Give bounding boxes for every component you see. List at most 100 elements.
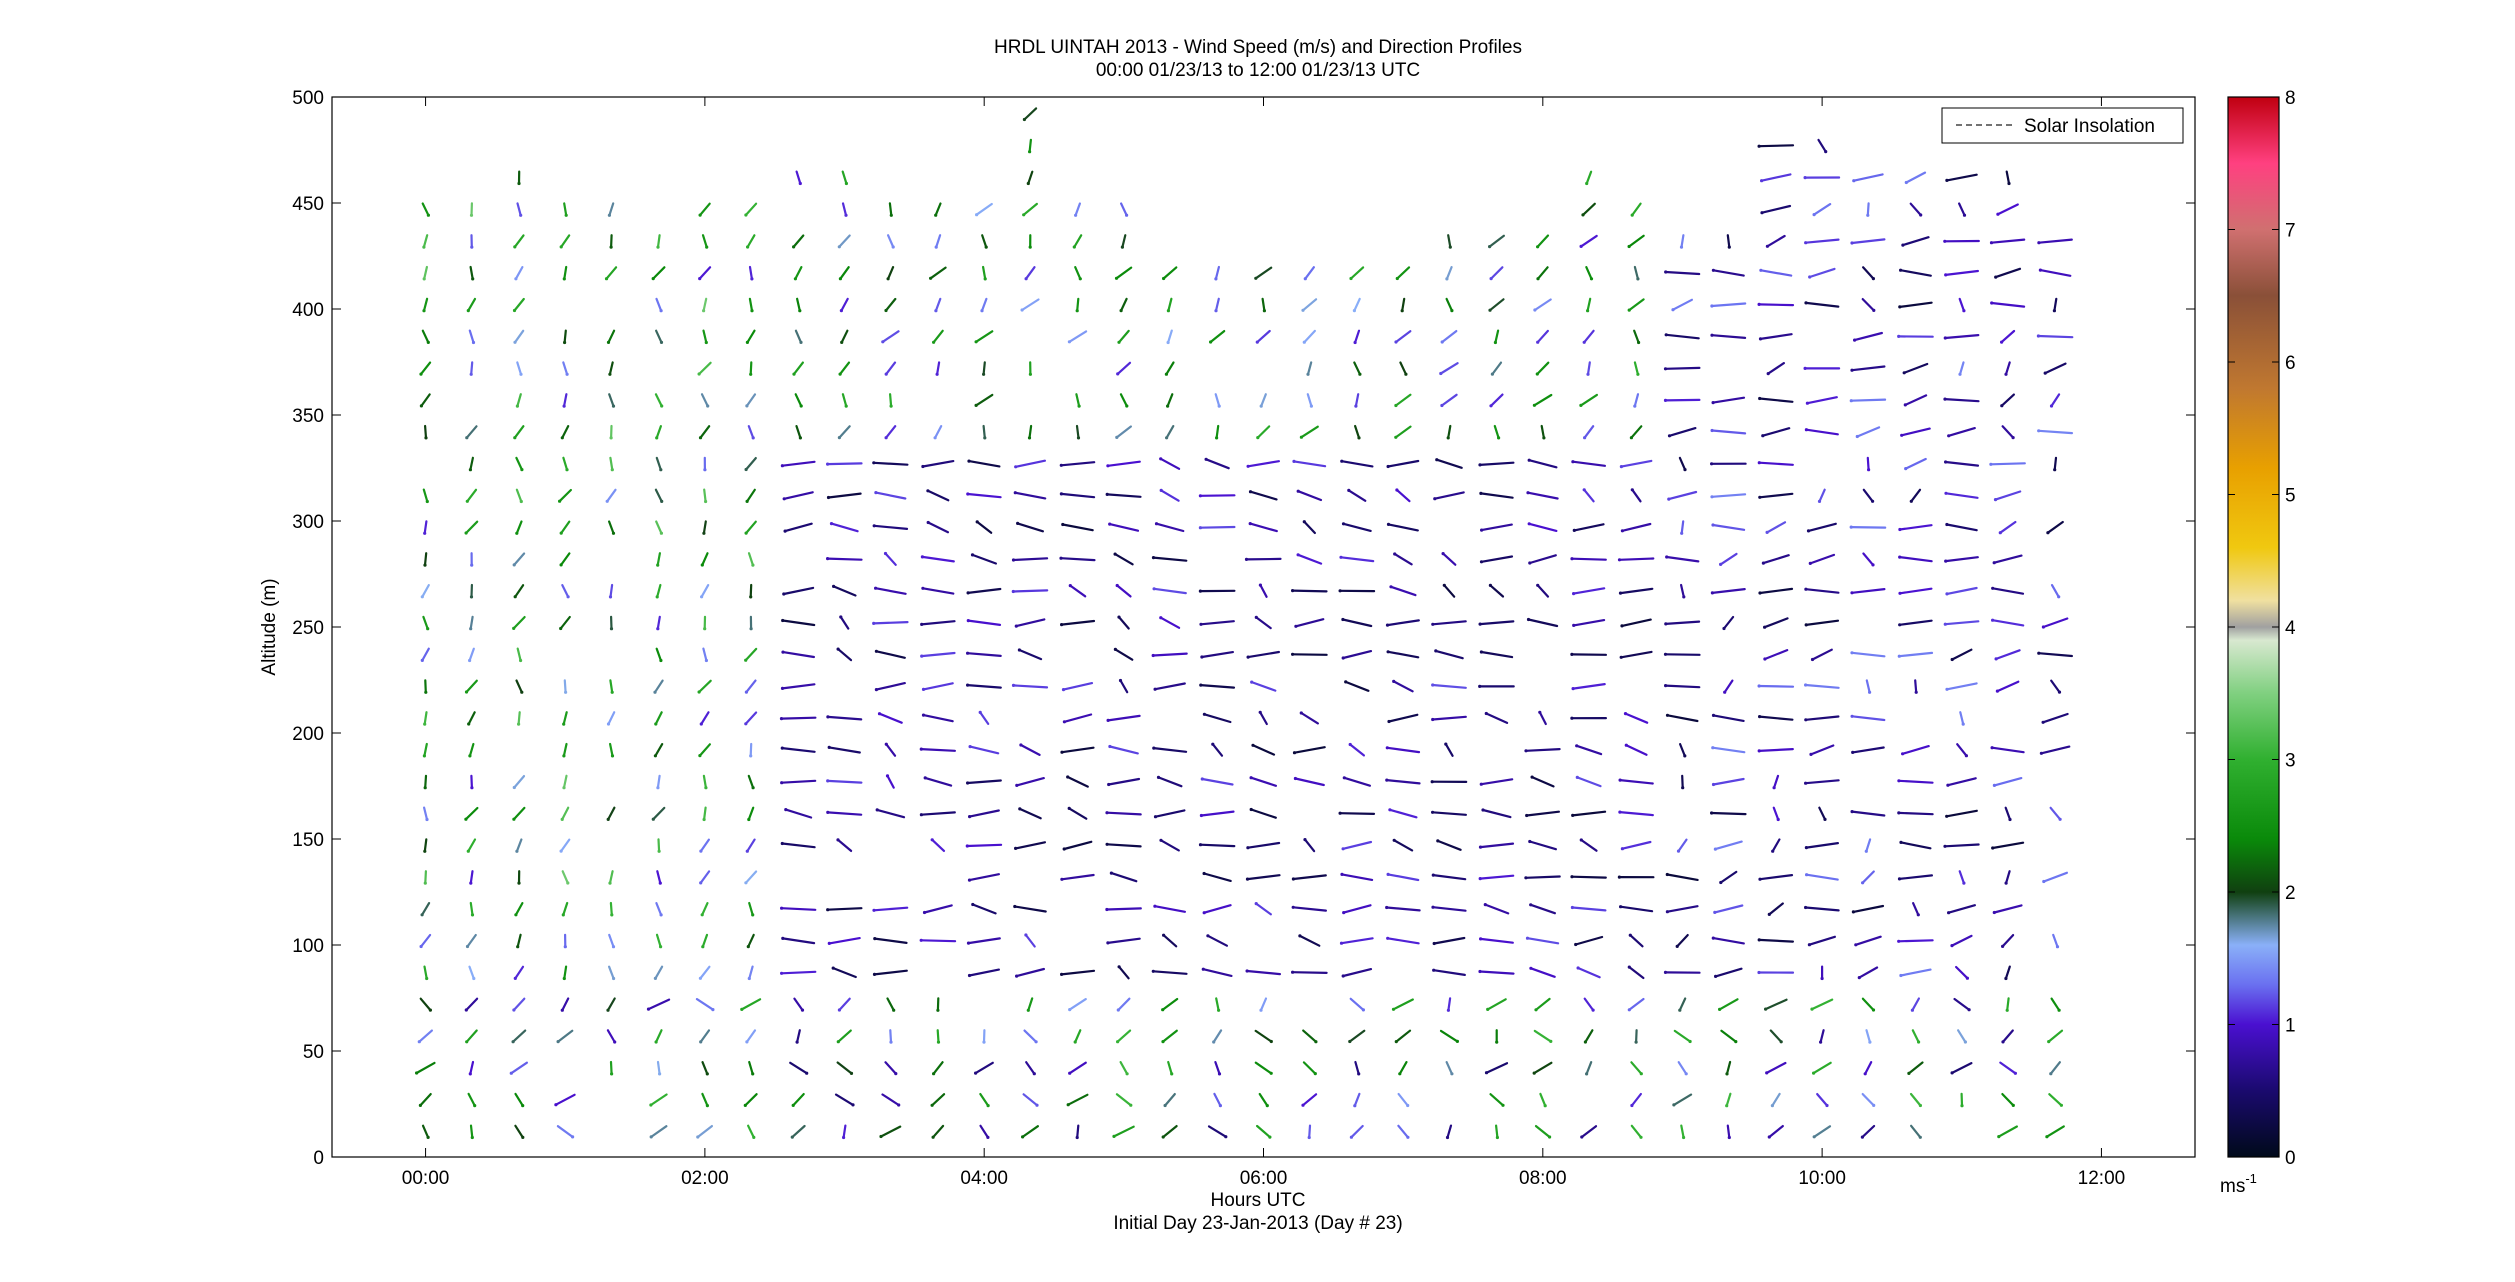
wind-barb (1431, 683, 1467, 689)
wind-barb-head (1624, 743, 1628, 747)
wind-barb (1574, 935, 1604, 946)
wind-barb (1018, 648, 1043, 661)
wind-barb-head (612, 976, 616, 981)
wind-barb-head (934, 213, 938, 217)
wind-barb (1074, 202, 1082, 217)
wind-barb (749, 742, 753, 758)
wind-barb (966, 843, 1003, 848)
wind-barb (1166, 329, 1173, 344)
wind-barb (1387, 523, 1419, 532)
wind-barb-head (749, 754, 753, 758)
wind-barb (1808, 935, 1837, 946)
wind-barb (1850, 525, 1887, 529)
wind-barb-head (1618, 810, 1622, 814)
wind-barb (652, 806, 666, 821)
wind-barb-head (1808, 561, 1812, 566)
wind-barb-head (1860, 1135, 1864, 1139)
wind-barb-head (1763, 657, 1767, 661)
wind-barb (1302, 1029, 1318, 1043)
wind-barb-head (1823, 817, 1827, 822)
wind-barb-head (1481, 808, 1485, 812)
wind-barb-head (1392, 838, 1396, 842)
wind-barb (654, 329, 663, 344)
wind-barb (1385, 778, 1421, 785)
wind-barb-head (1898, 305, 1902, 309)
wind-barb (2041, 712, 2069, 724)
wind-barb-head (745, 1040, 749, 1044)
wind-barb (744, 520, 757, 535)
wind-barb (470, 774, 473, 789)
wind-barb-head (1636, 372, 1640, 376)
wind-barb-head (1348, 742, 1352, 747)
wind-barb (881, 1093, 900, 1107)
wind-barb (1261, 297, 1266, 312)
wind-barb (1804, 238, 1840, 244)
wind-barb-head (1495, 1040, 1499, 1044)
wind-barb-head (1570, 557, 1574, 561)
wind-barb (609, 456, 614, 471)
wind-barb (1947, 427, 1976, 437)
wind-barb (609, 901, 613, 917)
wind-barb (967, 460, 1001, 468)
wind-barb (1528, 522, 1558, 533)
wind-barb (1119, 393, 1128, 408)
wind-barb (1678, 456, 1687, 471)
wind-barb (1119, 679, 1129, 694)
wind-barb-head (1011, 558, 1016, 562)
wind-barb-head (1991, 618, 1995, 622)
wind-barb-head (423, 563, 427, 567)
x-tick-label: 10:00 (1798, 1168, 1846, 1189)
wind-barb (886, 266, 895, 280)
wind-barb (966, 683, 1002, 689)
wind-barb (876, 808, 906, 819)
wind-barb-head (1575, 744, 1579, 748)
wind-barb (1014, 459, 1047, 468)
wind-barb (926, 489, 950, 502)
wind-barb-head (2005, 1008, 2009, 1012)
wind-barb-head (1663, 970, 1668, 975)
wind-barb-head (974, 340, 978, 344)
wind-barb (1354, 393, 1360, 408)
wind-barb (468, 965, 475, 980)
wind-barb (740, 998, 762, 1011)
wind-barb-head (1115, 435, 1119, 439)
wind-barb (1392, 998, 1414, 1011)
wind-barb (1110, 871, 1138, 883)
wind-barb (1340, 873, 1374, 882)
wind-barb-head (1032, 1072, 1036, 1076)
wind-barb-head (1570, 905, 1574, 910)
wind-barb (1152, 970, 1188, 975)
wind-barb-head (606, 1008, 610, 1012)
wind-barb (423, 742, 428, 758)
wind-barb (656, 234, 661, 249)
wind-barb (1900, 427, 1931, 437)
wind-barb (1115, 425, 1133, 439)
wind-barb (1865, 1029, 1872, 1044)
wind-barb-head (649, 1103, 653, 1107)
wind-barb (1993, 904, 2023, 914)
wind-barb (1618, 810, 1654, 817)
wind-barb (1630, 1124, 1643, 1139)
wind-barb-head (1943, 336, 1947, 340)
wind-barb (1989, 462, 2026, 466)
wind-barb (608, 202, 615, 217)
wind-barb (1898, 619, 1933, 626)
wind-barb (1945, 586, 1978, 596)
wind-barb (1772, 774, 1780, 789)
wind-barb-head (781, 618, 785, 623)
wind-barb-head (519, 658, 523, 663)
wind-barb-head (1450, 1072, 1454, 1076)
wind-barb-head (1757, 938, 1761, 942)
wind-barb (747, 806, 755, 821)
wind-barb (794, 393, 803, 408)
wind-barb-head (606, 340, 611, 344)
wind-barb-head (517, 722, 521, 726)
wind-barb-head (1259, 1008, 1263, 1012)
wind-barb (1028, 138, 1033, 153)
wind-barb (1758, 873, 1794, 881)
wind-barb (655, 456, 662, 471)
wind-barb-head (1125, 404, 1129, 408)
wind-barb-head (655, 595, 659, 599)
wind-barb-head (559, 531, 563, 535)
wind-barb-head (826, 810, 830, 815)
